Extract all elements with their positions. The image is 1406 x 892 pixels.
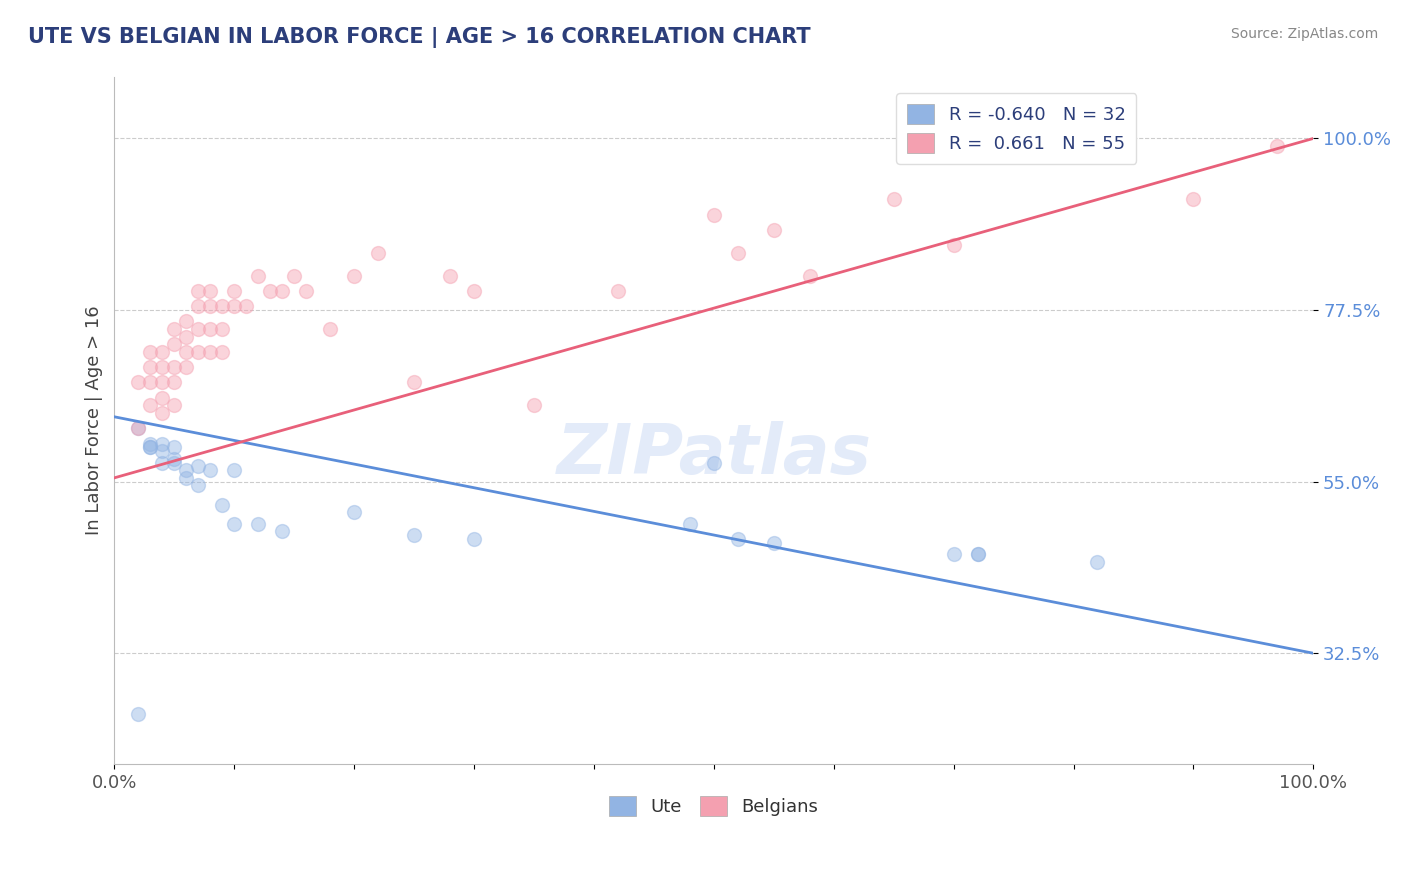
Point bbox=[150, 345, 173, 359]
Point bbox=[1265, 139, 1288, 153]
Point bbox=[727, 532, 749, 546]
Point bbox=[187, 459, 209, 474]
Point bbox=[150, 406, 173, 420]
Point bbox=[247, 516, 270, 531]
Point bbox=[235, 299, 257, 313]
Point bbox=[150, 444, 173, 458]
Point bbox=[200, 322, 222, 336]
Point bbox=[463, 532, 485, 546]
Point bbox=[139, 440, 162, 454]
Point bbox=[367, 245, 389, 260]
Point bbox=[404, 376, 426, 390]
Point bbox=[942, 547, 965, 561]
Point bbox=[163, 398, 186, 412]
Point bbox=[127, 707, 149, 722]
Point bbox=[295, 284, 318, 298]
Point bbox=[139, 345, 162, 359]
Point bbox=[176, 360, 198, 375]
Text: ZIPatlas: ZIPatlas bbox=[557, 421, 872, 489]
Point bbox=[200, 299, 222, 313]
Point bbox=[966, 547, 988, 561]
Point bbox=[163, 360, 186, 375]
Point bbox=[762, 223, 785, 237]
Point bbox=[200, 345, 222, 359]
Point bbox=[439, 268, 461, 283]
Point bbox=[139, 440, 162, 454]
Point bbox=[187, 345, 209, 359]
Legend: Ute, Belgians: Ute, Belgians bbox=[602, 789, 825, 823]
Point bbox=[187, 299, 209, 313]
Point bbox=[463, 284, 485, 298]
Point bbox=[176, 471, 198, 485]
Point bbox=[762, 535, 785, 549]
Point bbox=[966, 547, 988, 561]
Point bbox=[211, 345, 233, 359]
Point bbox=[224, 516, 246, 531]
Point bbox=[127, 421, 149, 435]
Point bbox=[727, 245, 749, 260]
Point bbox=[1087, 555, 1109, 569]
Point bbox=[176, 330, 198, 344]
Y-axis label: In Labor Force | Age > 16: In Labor Force | Age > 16 bbox=[86, 306, 103, 535]
Point bbox=[799, 268, 821, 283]
Point bbox=[187, 322, 209, 336]
Point bbox=[163, 440, 186, 454]
Point bbox=[606, 284, 628, 298]
Text: UTE VS BELGIAN IN LABOR FORCE | AGE > 16 CORRELATION CHART: UTE VS BELGIAN IN LABOR FORCE | AGE > 16… bbox=[28, 27, 811, 48]
Point bbox=[703, 456, 725, 470]
Point bbox=[224, 463, 246, 477]
Point bbox=[703, 208, 725, 222]
Point bbox=[942, 238, 965, 252]
Point bbox=[1182, 193, 1205, 207]
Point bbox=[176, 314, 198, 328]
Point bbox=[150, 360, 173, 375]
Point bbox=[139, 376, 162, 390]
Point bbox=[163, 337, 186, 351]
Point bbox=[176, 463, 198, 477]
Point bbox=[224, 284, 246, 298]
Point bbox=[211, 498, 233, 512]
Point bbox=[150, 436, 173, 450]
Point bbox=[404, 528, 426, 542]
Point bbox=[163, 322, 186, 336]
Point bbox=[271, 524, 294, 539]
Point bbox=[211, 322, 233, 336]
Point bbox=[211, 299, 233, 313]
Point bbox=[127, 421, 149, 435]
Point bbox=[176, 345, 198, 359]
Point bbox=[283, 268, 305, 283]
Point bbox=[139, 398, 162, 412]
Point bbox=[883, 193, 905, 207]
Point bbox=[139, 360, 162, 375]
Point bbox=[343, 268, 366, 283]
Point bbox=[247, 268, 270, 283]
Point bbox=[150, 456, 173, 470]
Point bbox=[319, 322, 342, 336]
Point bbox=[163, 456, 186, 470]
Text: Source: ZipAtlas.com: Source: ZipAtlas.com bbox=[1230, 27, 1378, 41]
Point bbox=[150, 391, 173, 405]
Point bbox=[523, 398, 546, 412]
Point bbox=[187, 478, 209, 492]
Point bbox=[200, 284, 222, 298]
Point bbox=[200, 463, 222, 477]
Point bbox=[163, 376, 186, 390]
Point bbox=[259, 284, 281, 298]
Point bbox=[343, 505, 366, 519]
Point bbox=[224, 299, 246, 313]
Point bbox=[679, 516, 702, 531]
Point bbox=[187, 284, 209, 298]
Point bbox=[163, 451, 186, 466]
Point bbox=[150, 376, 173, 390]
Point bbox=[139, 436, 162, 450]
Point bbox=[127, 376, 149, 390]
Point bbox=[271, 284, 294, 298]
